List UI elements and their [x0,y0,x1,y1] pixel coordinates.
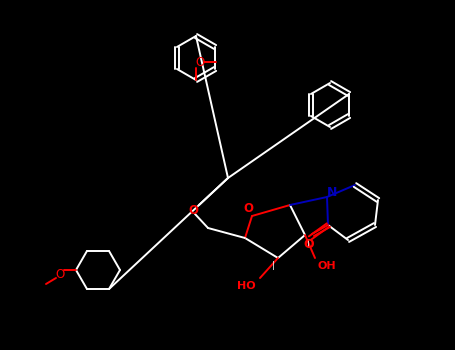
Text: |: | [272,261,274,271]
Text: O: O [195,56,205,69]
Text: O: O [303,238,314,251]
Text: HO: HO [237,281,255,291]
Text: |: | [307,238,309,247]
Text: O: O [188,203,198,217]
Text: —: — [205,57,215,67]
Text: N: N [327,186,337,198]
Text: O: O [243,203,253,216]
Text: O: O [56,268,65,281]
Text: OH: OH [318,261,336,271]
